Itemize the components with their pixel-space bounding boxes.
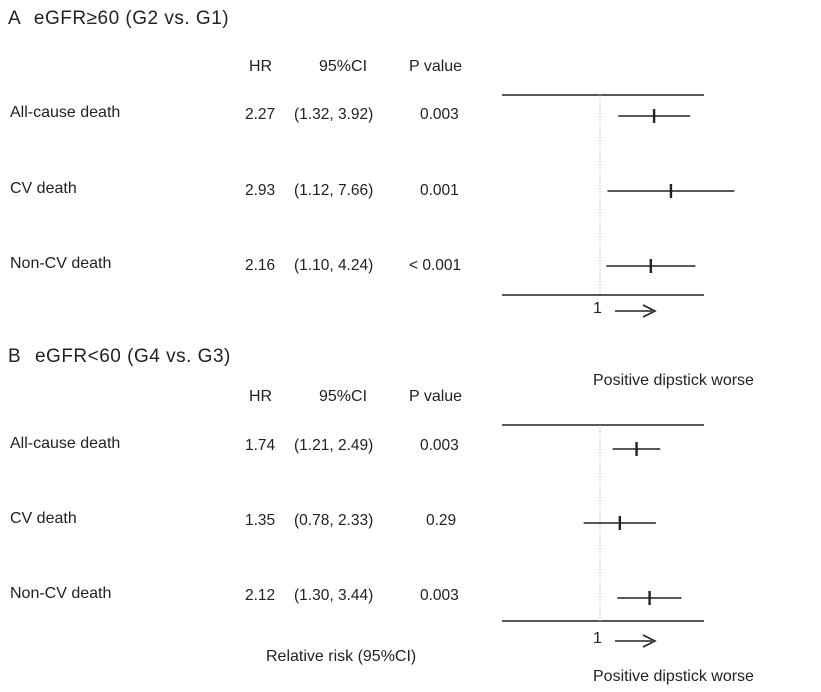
- panel-a-letter: A: [8, 8, 21, 29]
- panel-a-header-ci: 95%CI: [319, 58, 368, 75]
- panel-a-row-p: < 0.001: [409, 257, 462, 274]
- panel-b-row-hr: 1.35: [245, 512, 276, 529]
- panel-a-title: A eGFR≥60 (G2 vs. G1): [8, 8, 229, 30]
- panel-b-header-hr: HR: [249, 388, 273, 405]
- panel-a-row-label: All-cause death: [10, 104, 121, 121]
- panel-a-row-ci: (1.32, 3.92): [294, 106, 374, 123]
- panel-a-row-p: 0.001: [420, 182, 459, 199]
- panel-b-row-p: 0.003: [420, 587, 459, 604]
- panel-b-title: B eGFR<60 (G4 vs. G3): [8, 346, 231, 368]
- panel-b-row-hr: 1.74: [245, 437, 276, 454]
- panel-b-direction-note: Positive dipstick worse: [593, 668, 754, 685]
- panel-b-axis-tick: 1: [593, 630, 602, 647]
- panel-a-row-hr: 2.27: [245, 106, 276, 123]
- panel-a-header-hr: HR: [249, 58, 273, 75]
- panel-a-row-hr: 2.93: [245, 182, 276, 199]
- panel-b-row-label: Non-CV death: [10, 585, 112, 602]
- panel-a-row-label: Non-CV death: [10, 255, 112, 272]
- panel-a-row-hr: 2.16: [245, 257, 276, 274]
- panel-a-row-p: 0.003: [420, 106, 459, 123]
- panel-b-x-axis-label: Relative risk (95%CI): [266, 648, 417, 665]
- panel-b-row-label: CV death: [10, 510, 77, 527]
- panel-b-subtitle: eGFR<60 (G4 vs. G3): [34, 346, 231, 367]
- panel-a-header-p: P value: [409, 58, 463, 75]
- panel-b-row-p: 0.29: [426, 512, 457, 529]
- panel-a-row-label: CV death: [10, 180, 77, 197]
- panel-b-letter: B: [8, 346, 22, 367]
- panel-b-header-ci: 95%CI: [319, 388, 368, 405]
- panel-b-arrow-head: [642, 634, 657, 648]
- panel-a-subtitle: eGFR≥60 (G2 vs. G1): [33, 8, 230, 29]
- panel-b-row-label: All-cause death: [10, 435, 121, 452]
- panel-b-row-hr: 2.12: [245, 587, 276, 604]
- panel-b-row-ci: (1.30, 3.44): [294, 587, 374, 604]
- panel-b-row-ci: (0.78, 2.33): [294, 512, 374, 529]
- panel-a-direction-note: Positive dipstick worse: [593, 372, 754, 389]
- panel-a-axis-tick: 1: [593, 300, 602, 317]
- panel-b-row-ci: (1.21, 2.49): [294, 437, 374, 454]
- panel-b-header-p: P value: [409, 388, 463, 405]
- panel-b-row-p: 0.003: [420, 437, 459, 454]
- panel-a-row-ci: (1.10, 4.24): [294, 257, 374, 274]
- panel-a-arrow-head: [642, 304, 657, 318]
- panel-a-row-ci: (1.12, 7.66): [294, 182, 374, 199]
